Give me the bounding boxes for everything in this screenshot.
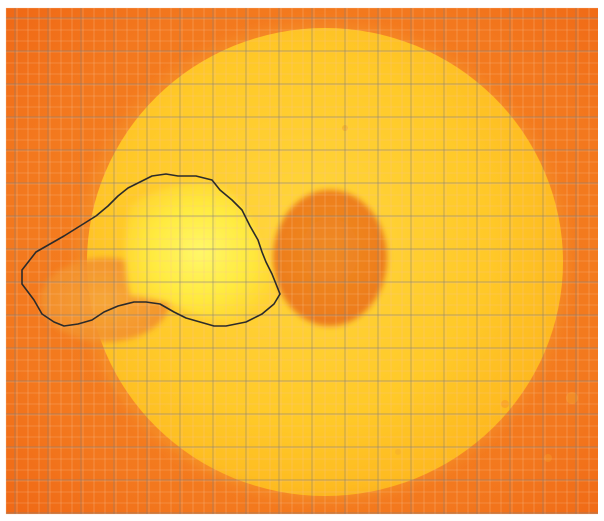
segmentation-outline xyxy=(21,173,281,327)
speck xyxy=(395,449,401,455)
fine-grid xyxy=(5,7,598,515)
speck xyxy=(566,392,578,404)
central-hole xyxy=(273,190,387,326)
speck xyxy=(544,454,552,462)
major-grid xyxy=(6,8,598,514)
